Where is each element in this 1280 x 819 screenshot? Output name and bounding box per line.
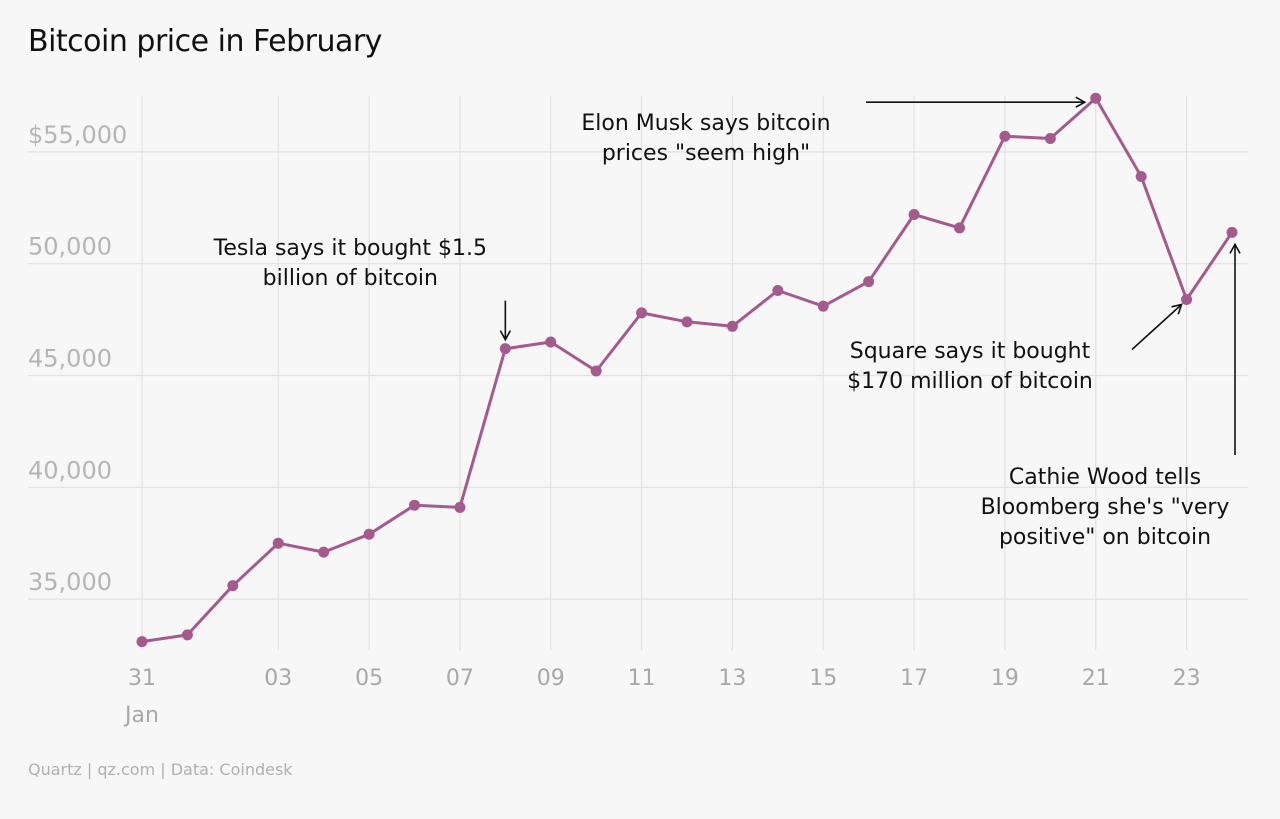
x-tick-label: 07 [446,666,474,691]
annotation-cathie: Cathie Wood tells Bloomberg she's "very po… [981,465,1230,550]
data-point [136,636,148,648]
annotation-tesla: Tesla says it bought $1.5 billion of bitc… [213,236,487,291]
data-point [363,528,375,540]
data-point [499,343,511,355]
y-tick-label: 40,000 [28,456,112,484]
data-point [636,307,648,319]
data-point [1135,170,1147,182]
data-point [908,209,920,221]
data-point [681,316,693,328]
source-credit: Quartz | qz.com | Data: Coindesk [28,760,293,779]
data-point [409,499,420,511]
data-point [1181,293,1193,305]
x-tick-label: 23 [1173,666,1201,691]
data-point [454,501,466,513]
data-point [590,365,602,377]
x-gridlines [141,96,1188,650]
annotations: Tesla says it bought $1.5 billion of bitc… [213,96,1241,550]
y-gridlines [28,151,1248,600]
y-tick-label: 35,000 [28,568,112,596]
data-point [817,300,829,312]
data-point [999,130,1011,142]
x-tick-label: 05 [355,666,383,691]
data-point [1044,132,1056,144]
x-axis-tick-labels: 31 03 05 07 09 11 13 15 17 19 21 23 Jan [123,666,1201,728]
data-point [318,546,330,558]
x-tick-label: 19 [991,666,1019,691]
data-point [1226,226,1238,238]
y-axis-tick-labels: 35,000 40,000 45,000 50,000 $55,000 [28,121,127,596]
data-point [1090,92,1102,104]
data-point [545,336,557,348]
x-tick-sublabel: Jan [123,703,159,728]
data-point [227,580,239,592]
x-tick-label: 11 [628,666,656,691]
data-point [954,222,965,234]
x-tick-label: 13 [718,666,746,691]
chart-title: Bitcoin price in February [28,24,382,59]
x-tick-label: 17 [900,666,928,691]
x-tick-label: 21 [1082,666,1110,691]
y-tick-label: $55,000 [28,121,127,149]
price-series [136,92,1238,648]
data-point [726,320,738,332]
annotation-square-arrow [1131,303,1183,351]
annotation-square: Square says it bought $170 million of bit… [847,339,1093,394]
y-tick-label: 50,000 [28,233,112,261]
annotation-musk: Elon Musk says bitcoin prices "seem high" [581,111,830,166]
data-point [863,276,875,288]
data-point [181,629,193,641]
data-point [772,285,784,297]
y-tick-label: 45,000 [28,345,112,373]
x-tick-label: 15 [809,666,837,691]
x-tick-label: 31 [128,666,156,691]
x-tick-label: 03 [264,666,292,691]
x-tick-label: 09 [537,666,565,691]
data-point [272,537,284,549]
